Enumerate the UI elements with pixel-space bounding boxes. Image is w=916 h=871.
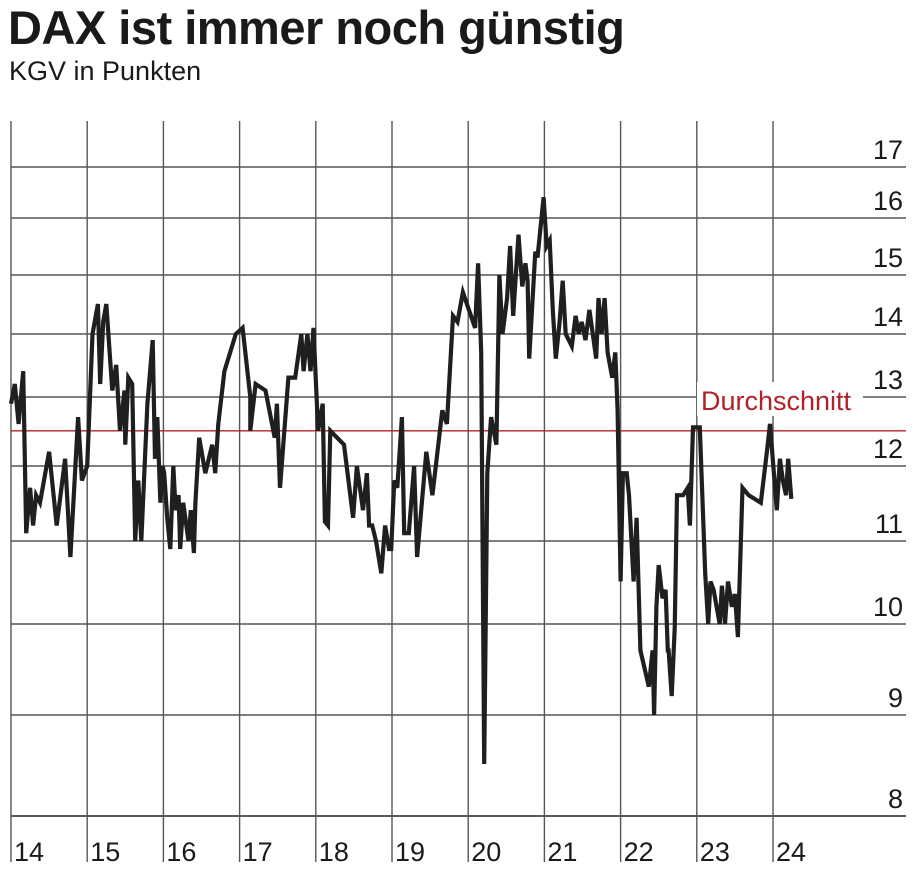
y-tick-label: 8 [888,784,903,814]
x-tick-label: 20 [471,837,501,867]
x-tick-label: 14 [14,837,44,867]
x-tick-label: 21 [547,837,577,867]
x-tick-label: 16 [166,837,196,867]
x-tick-label: 22 [624,837,654,867]
x-tick-label: 24 [776,837,806,867]
y-tick-label: 12 [873,434,903,464]
x-tick-label: 19 [395,837,425,867]
y-tick-label: 9 [888,683,903,713]
average-label-bg [697,382,863,416]
chart-subtitle: KGV in Punkten [9,56,202,86]
x-tick-label: 15 [90,837,120,867]
y-tick-label: 13 [873,365,903,395]
average-label: Durchschnitt [701,386,852,416]
x-tick-label: 23 [700,837,730,867]
y-tick-label: 10 [873,592,903,622]
y-tick-label: 17 [873,135,903,165]
x-axis-labels: 14 15 16 17 18 19 20 21 22 23 24 [14,837,806,867]
y-tick-label: 16 [873,186,903,216]
y-axis-labels: 8 9 10 11 12 13 14 15 16 17 [873,135,903,814]
y-tick-label: 11 [875,509,903,539]
kgv-series-line [8,196,794,765]
x-tick-label: 18 [319,837,349,867]
x-tick-label: 17 [243,837,273,867]
y-tick-label: 14 [873,302,903,332]
chart-title: DAX ist immer noch günstig [8,1,625,54]
y-tick-label: 15 [873,243,903,273]
